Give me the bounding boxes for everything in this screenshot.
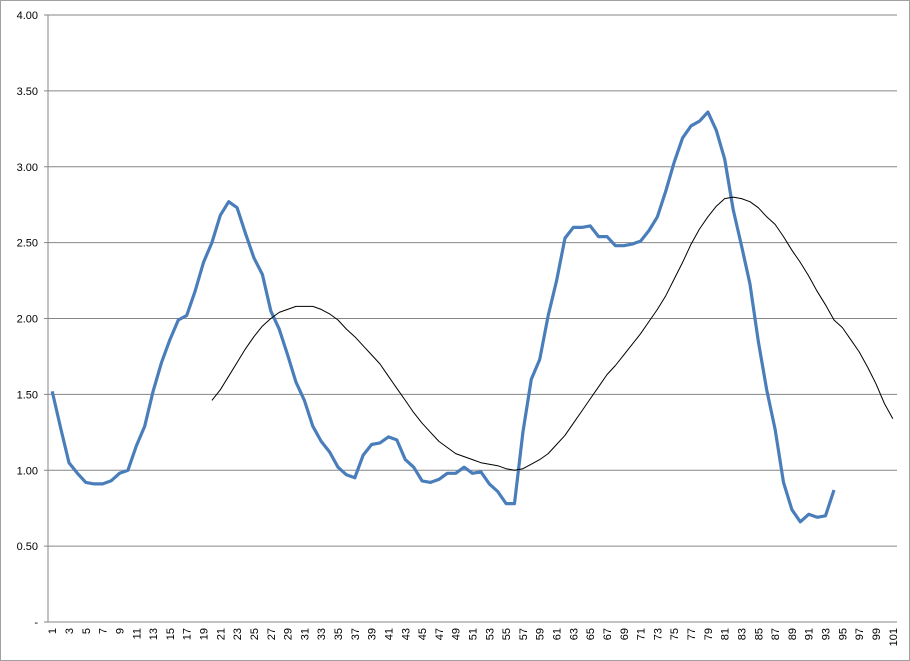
x-tick-label: 29	[283, 628, 295, 640]
x-tick-label: 65	[585, 628, 597, 640]
x-tick-label: 47	[434, 628, 446, 640]
x-tick-label: 79	[703, 628, 715, 640]
y-tick-label: -	[34, 617, 38, 629]
x-tick-label: 33	[316, 628, 328, 640]
x-tick-label: 49	[451, 628, 463, 640]
x-tick-label: 37	[350, 628, 362, 640]
x-tick-label: 23	[232, 628, 244, 640]
x-tick-label: 19	[199, 628, 211, 640]
x-tick-label: 97	[854, 628, 866, 640]
x-tick-label: 101	[888, 628, 900, 646]
x-tick-label: 3	[64, 628, 76, 634]
y-tick-label: 4.00	[17, 10, 38, 22]
x-tick-label: 71	[636, 628, 648, 640]
x-tick-label: 21	[215, 628, 227, 640]
x-tick-label: 83	[736, 628, 748, 640]
x-tick-label: 45	[417, 628, 429, 640]
x-tick-label: 9	[114, 628, 126, 634]
x-tick-label: 99	[871, 628, 883, 640]
x-tick-label: 85	[753, 628, 765, 640]
x-tick-label: 93	[821, 628, 833, 640]
series-line	[50, 110, 836, 524]
x-tick-label: 11	[131, 628, 143, 639]
x-tick-label: 15	[165, 628, 177, 640]
x-tick-label: 51	[468, 628, 480, 640]
x-tick-label: 55	[501, 628, 513, 640]
x-tick-label: 61	[552, 628, 564, 640]
y-tick-label: 3.50	[17, 86, 38, 98]
x-tick-label: 73	[652, 628, 664, 640]
y-tick-label: 1.50	[17, 389, 38, 401]
x-tick-label: 41	[383, 628, 395, 640]
x-tick-label: 81	[720, 628, 732, 640]
x-tick-label: 7	[98, 628, 110, 634]
y-tick-label: 1.00	[17, 465, 38, 477]
x-tick-label: 35	[333, 628, 345, 640]
x-tick-label: 39	[367, 628, 379, 640]
x-tick-label: 5	[81, 628, 93, 634]
x-tick-label: 69	[619, 628, 631, 640]
series-line	[211, 196, 894, 471]
y-tick-label: 2.50	[17, 238, 38, 250]
x-tick-label: 1	[47, 628, 59, 634]
x-tick-label: 77	[686, 628, 698, 640]
x-tick-label: 75	[669, 628, 681, 640]
y-tick-label: 2.00	[17, 314, 38, 326]
x-tick-label: 53	[484, 628, 496, 640]
x-tick-label: 27	[266, 628, 278, 640]
x-tick-label: 13	[148, 628, 160, 640]
y-tick-label: 3.00	[17, 162, 38, 174]
x-tick-label: 63	[568, 628, 580, 640]
x-tick-label: 25	[249, 628, 261, 640]
x-tick-label: 43	[400, 628, 412, 640]
x-tick-label: 59	[535, 628, 547, 640]
x-tick-label: 91	[804, 628, 816, 640]
x-tick-label: 17	[182, 628, 194, 640]
y-tick-label: 0.50	[17, 541, 38, 553]
x-tick-label: 31	[299, 628, 311, 640]
x-tick-label: 95	[837, 628, 849, 640]
x-tick-label: 67	[602, 628, 614, 640]
x-tick-label: 57	[518, 628, 530, 640]
x-tick-label: 89	[787, 628, 799, 640]
x-tick-label: 87	[770, 628, 782, 640]
